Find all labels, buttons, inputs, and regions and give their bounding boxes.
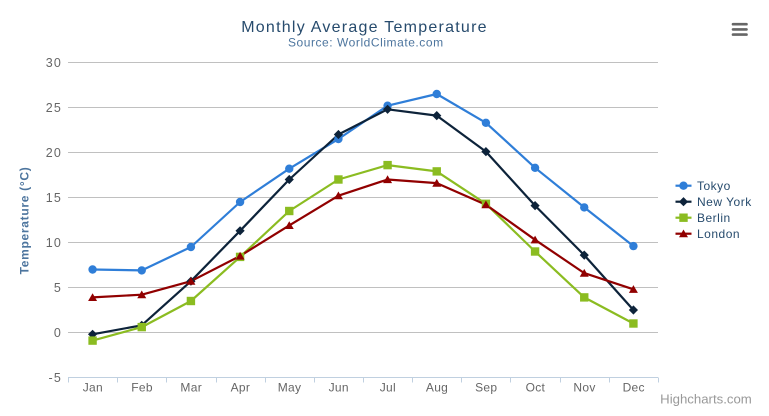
- svg-text:Jun: Jun: [329, 381, 349, 395]
- svg-text:Temperature (°C): Temperature (°C): [18, 167, 32, 275]
- svg-text:Oct: Oct: [526, 381, 546, 395]
- svg-text:Highcharts.com: Highcharts.com: [660, 392, 752, 407]
- svg-text:20: 20: [46, 146, 62, 160]
- svg-text:Apr: Apr: [231, 381, 251, 395]
- svg-text:Nov: Nov: [573, 381, 595, 395]
- svg-text:15: 15: [46, 191, 62, 205]
- svg-text:Aug: Aug: [426, 381, 448, 395]
- svg-text:Dec: Dec: [623, 381, 645, 395]
- svg-text:London: London: [697, 227, 740, 241]
- svg-text:0: 0: [54, 326, 62, 340]
- svg-text:10: 10: [46, 236, 62, 250]
- svg-text:Jan: Jan: [83, 381, 103, 395]
- svg-text:New York: New York: [697, 195, 752, 209]
- svg-text:5: 5: [54, 281, 62, 295]
- svg-text:-5: -5: [48, 371, 62, 385]
- svg-text:30: 30: [46, 56, 62, 70]
- svg-text:May: May: [278, 381, 302, 395]
- svg-text:25: 25: [46, 101, 62, 115]
- svg-text:Mar: Mar: [180, 381, 202, 395]
- svg-text:Source: WorldClimate.com: Source: WorldClimate.com: [288, 36, 444, 50]
- svg-text:Feb: Feb: [131, 381, 153, 395]
- svg-text:Tokyo: Tokyo: [697, 179, 731, 193]
- svg-text:Monthly Average Temperature: Monthly Average Temperature: [241, 19, 488, 36]
- svg-text:Berlin: Berlin: [697, 211, 731, 225]
- svg-text:Sep: Sep: [475, 381, 497, 395]
- svg-text:Jul: Jul: [380, 381, 396, 395]
